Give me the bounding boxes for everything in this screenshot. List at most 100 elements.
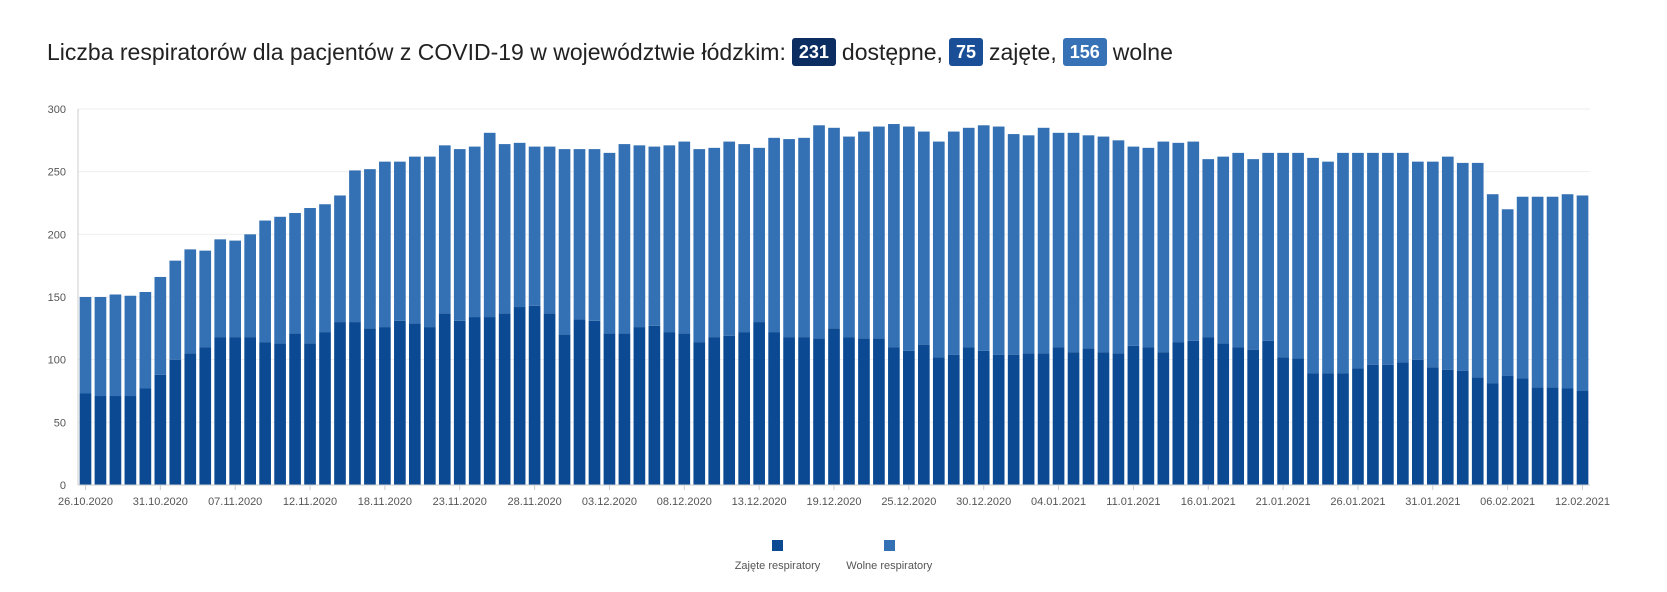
x-tick-label: 08.12.2020 — [657, 496, 712, 508]
bar-free — [184, 249, 197, 354]
bar-free — [678, 141, 691, 334]
bar-free — [828, 127, 840, 329]
bar-free — [1531, 196, 1544, 388]
bar-occupied — [364, 328, 376, 485]
bar-free — [738, 144, 751, 333]
bar-free — [1037, 127, 1050, 354]
bar-free — [1292, 152, 1304, 359]
bar-occupied — [693, 342, 706, 485]
x-tick-label: 21.01.2021 — [1256, 496, 1311, 508]
bar-occupied — [394, 320, 406, 485]
bar-free — [1232, 152, 1245, 348]
legend-swatch-occupied — [772, 540, 783, 551]
bar-occupied — [977, 350, 990, 485]
bar-free — [1172, 142, 1185, 343]
bar-free — [483, 132, 496, 318]
bar-free — [708, 147, 721, 338]
bar-occupied — [214, 337, 227, 485]
x-tick-label: 26.10.2020 — [58, 496, 113, 508]
chart-header: Liczba respiratorów dla pacjentów z COVI… — [47, 38, 1173, 66]
bar-free — [1486, 194, 1499, 384]
bar-occupied — [783, 337, 795, 485]
available-badge: 231 — [791, 38, 836, 66]
bar-free — [1337, 152, 1349, 374]
bar-free — [498, 144, 511, 314]
bar-free — [394, 161, 406, 321]
bar-occupied — [1546, 387, 1559, 485]
free-badge: 156 — [1062, 38, 1107, 66]
bar-free — [154, 276, 167, 375]
bar-free — [259, 220, 271, 343]
bar-occupied — [229, 337, 242, 485]
bar-occupied — [379, 327, 391, 485]
bar-free — [1426, 161, 1439, 368]
bar-occupied — [1292, 358, 1304, 485]
bar-free — [1247, 159, 1260, 350]
bar-occupied — [1067, 352, 1080, 485]
bar-free — [423, 156, 436, 328]
bar-free — [1157, 141, 1170, 353]
bar-occupied — [543, 313, 556, 485]
bar-occupied — [753, 322, 765, 485]
bar-free — [858, 131, 870, 339]
bar-occupied — [992, 354, 1005, 485]
bar-occupied — [184, 353, 197, 485]
chart-legend: Zajęte respiratory Wolne respiratory — [0, 540, 1667, 572]
bar-free — [1397, 152, 1409, 363]
bar-free — [1546, 196, 1559, 388]
bar-occupied — [723, 335, 736, 485]
y-tick-label: 300 — [48, 104, 66, 116]
occupied-badge: 75 — [948, 38, 983, 66]
bar-free — [319, 204, 331, 333]
x-tick-label: 03.12.2020 — [582, 496, 637, 508]
bar-occupied — [1531, 387, 1544, 485]
bar-occupied — [1516, 378, 1529, 485]
x-tick-label: 16.01.2021 — [1181, 496, 1236, 508]
legend-item-occupied[interactable]: Zajęte respiratory — [735, 540, 820, 572]
y-tick-label: 100 — [48, 355, 66, 367]
y-tick-label: 250 — [48, 167, 66, 179]
bar-occupied — [349, 322, 361, 485]
bar-free — [663, 145, 676, 333]
bar-free — [1127, 146, 1140, 346]
x-tick-label: 28.11.2020 — [507, 496, 561, 508]
bar-occupied — [903, 350, 915, 485]
bar-free — [588, 149, 601, 321]
bar-free — [783, 139, 795, 338]
bar-occupied — [1007, 354, 1020, 485]
bar-occupied — [1352, 368, 1364, 485]
x-tick-label: 30.12.2020 — [956, 496, 1011, 508]
bar-occupied — [1232, 347, 1245, 485]
bar-occupied — [633, 327, 646, 485]
legend-item-free[interactable]: Wolne respiratory — [846, 540, 932, 572]
x-tick-label: 07.11.2020 — [208, 496, 262, 508]
bar-occupied — [244, 337, 256, 485]
bar-occupied — [334, 322, 346, 485]
x-tick-label: 19.12.2020 — [806, 496, 861, 508]
bar-occupied — [1277, 357, 1289, 485]
bar-occupied — [259, 342, 271, 485]
bar-free — [962, 127, 975, 348]
bar-free — [1052, 132, 1065, 348]
x-tick-label: 31.01.2021 — [1405, 496, 1460, 508]
bar-occupied — [663, 332, 676, 485]
bar-free — [1501, 209, 1514, 376]
bar-occupied — [1052, 347, 1065, 485]
bar-occupied — [498, 313, 511, 485]
bar-free — [977, 125, 990, 351]
bar-free — [244, 234, 256, 338]
bar-free — [693, 149, 706, 343]
bar-occupied — [513, 307, 526, 485]
bar-free — [1441, 156, 1454, 370]
bar-occupied — [154, 374, 167, 485]
bar-occupied — [438, 313, 451, 485]
occupied-label: zajęte, — [988, 38, 1057, 65]
bar-occupied — [798, 337, 810, 485]
bar-free — [1142, 147, 1155, 348]
bar-free — [1307, 157, 1319, 374]
bar-occupied — [1397, 362, 1409, 485]
bar-occupied — [1037, 353, 1050, 485]
bar-free — [917, 131, 930, 345]
x-tick-label: 23.11.2020 — [433, 496, 487, 508]
bar-free — [1471, 162, 1484, 378]
